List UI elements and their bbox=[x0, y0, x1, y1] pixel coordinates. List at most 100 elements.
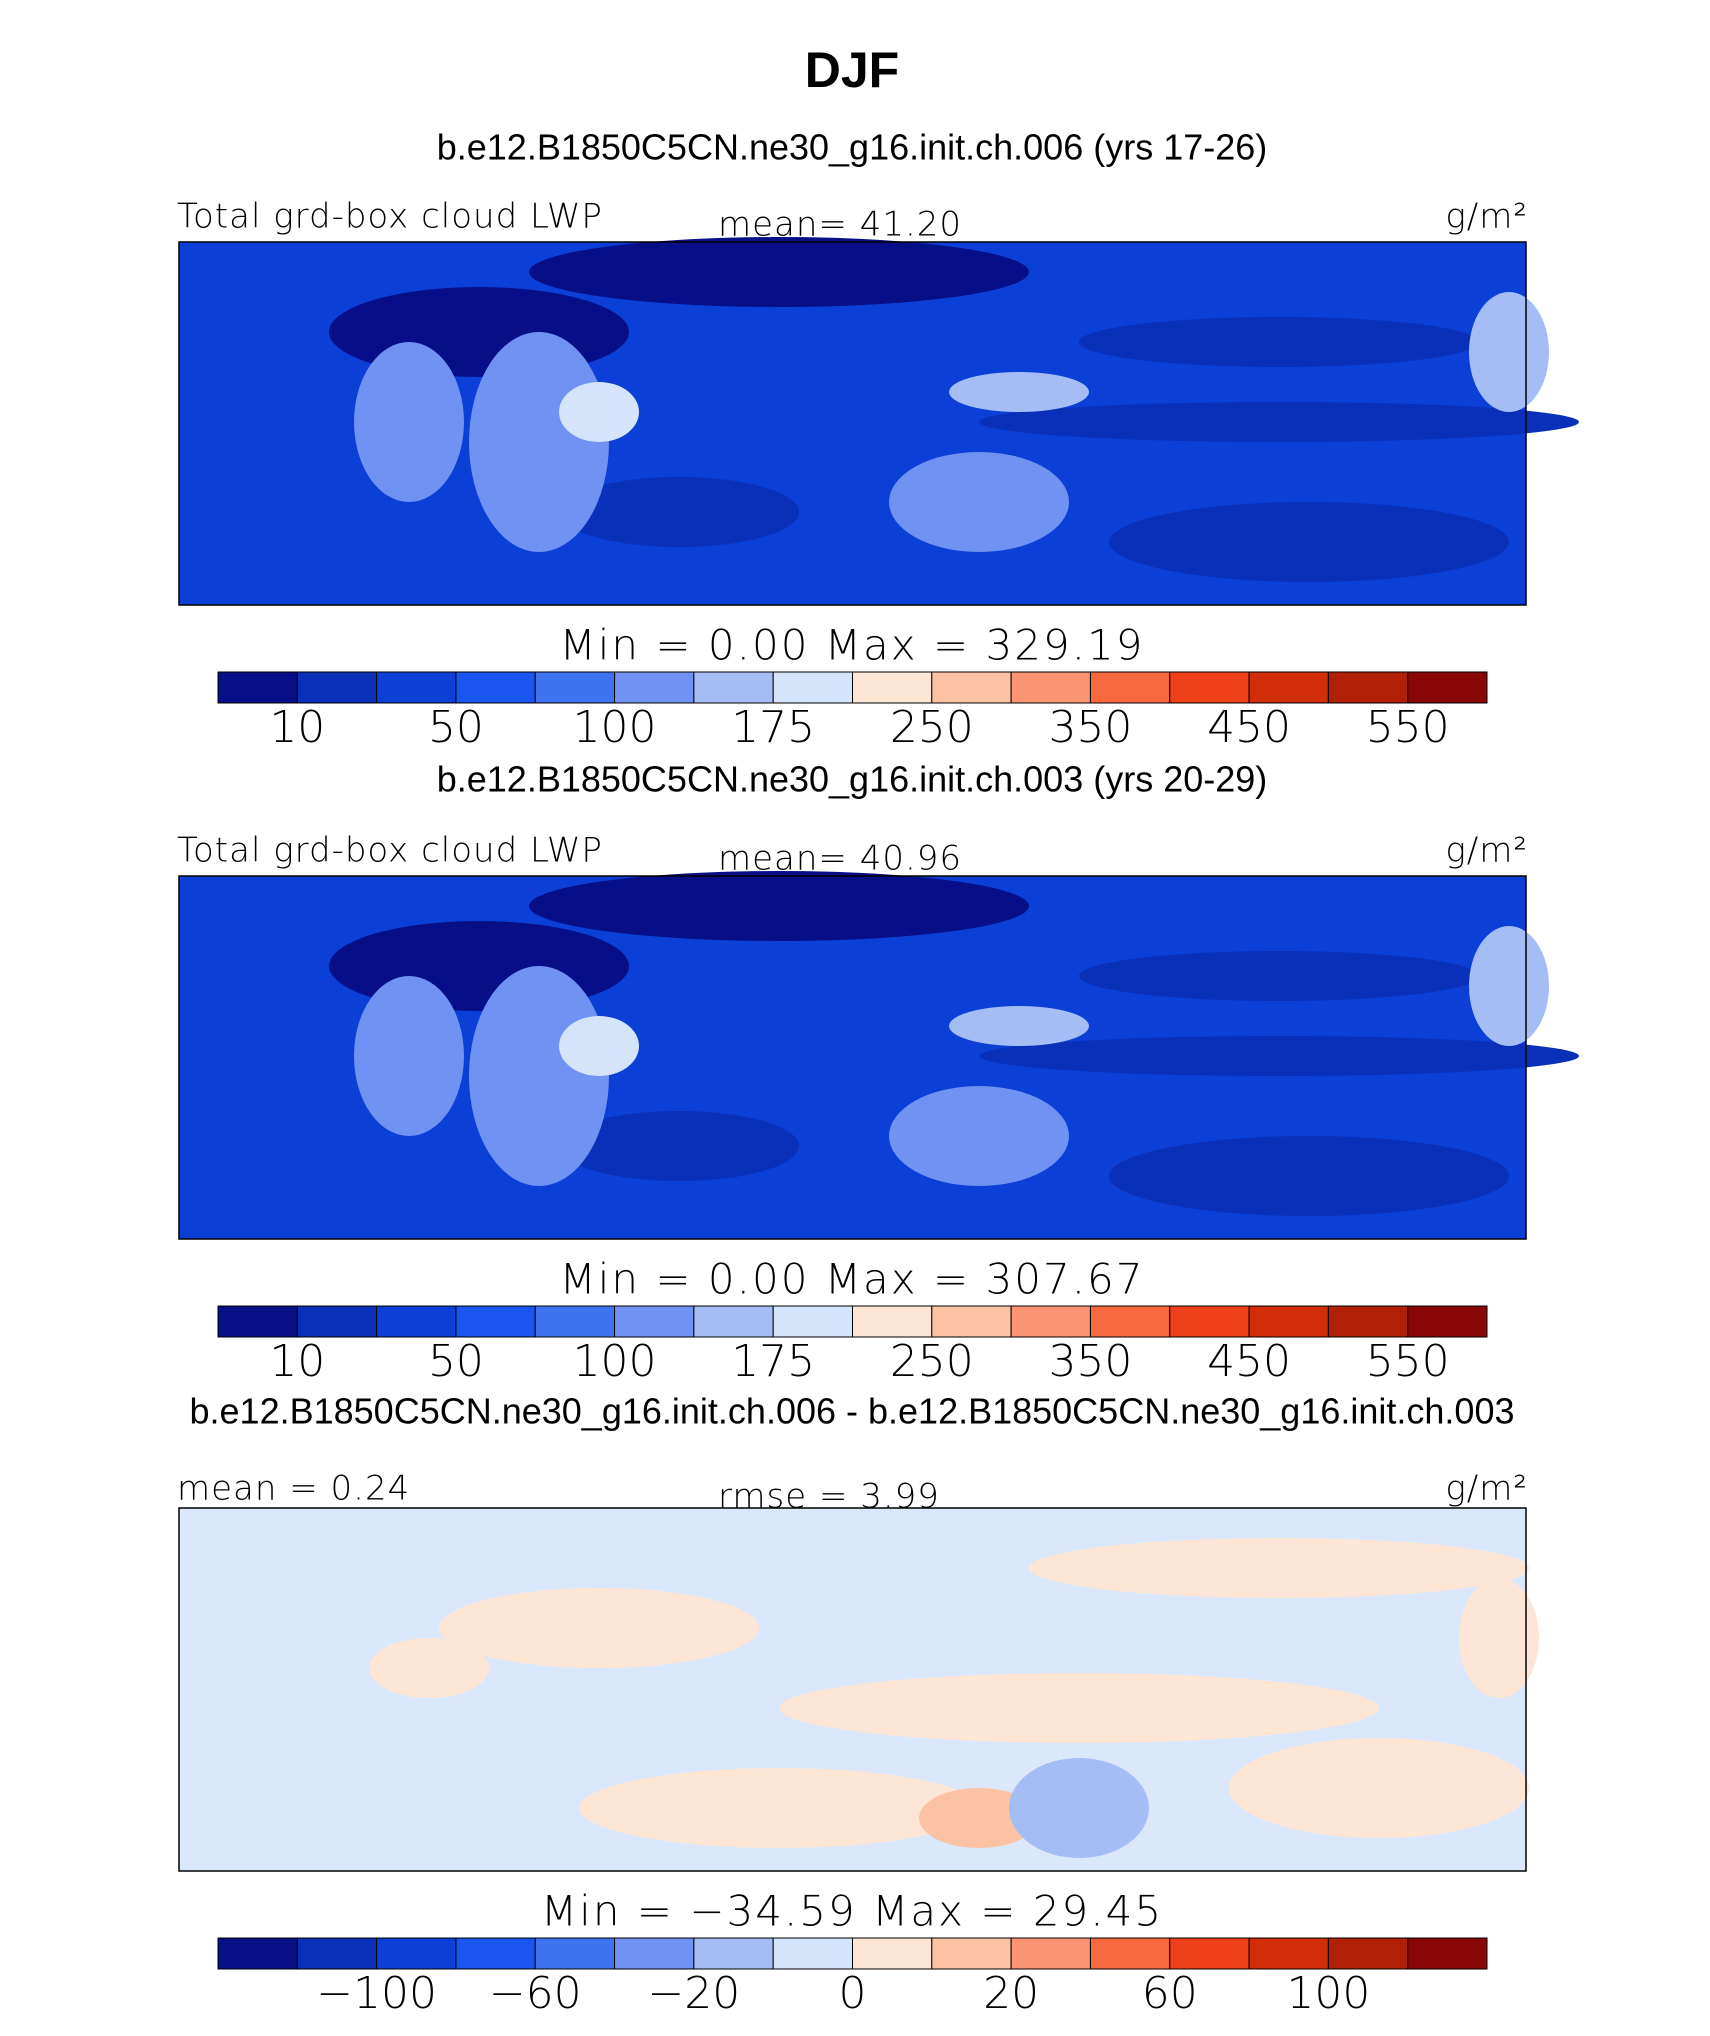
colorbar-box bbox=[217, 1305, 298, 1338]
colorbar-box bbox=[852, 1937, 933, 1970]
colorbar-label: −60 bbox=[489, 1968, 582, 2019]
map-region bbox=[559, 1111, 799, 1181]
colorbar-label: 100 bbox=[1286, 1968, 1370, 2019]
colorbar-box bbox=[931, 671, 1012, 704]
colorbar-box bbox=[455, 1305, 536, 1338]
map-region bbox=[559, 477, 799, 547]
colorbar-label: −20 bbox=[647, 1968, 740, 2019]
colorbar-box bbox=[1248, 671, 1329, 704]
map-region bbox=[559, 1016, 639, 1076]
colorbar-label: 550 bbox=[1366, 702, 1450, 753]
colorbar-box bbox=[1010, 1937, 1091, 1970]
colorbar-label: 0 bbox=[839, 1968, 867, 2019]
colorbar-box bbox=[1248, 1305, 1329, 1338]
colorbar-label: 20 bbox=[983, 1968, 1039, 2019]
colorbar-box bbox=[614, 1937, 695, 1970]
colorbar-box bbox=[1327, 671, 1409, 704]
map-region bbox=[889, 1086, 1069, 1186]
panel-left-label: Total grd-box cloud LWP bbox=[177, 831, 603, 871]
colorbar-label: 350 bbox=[1048, 702, 1132, 753]
colorbar-box bbox=[1010, 1305, 1091, 1338]
map-region bbox=[949, 372, 1089, 412]
map-region bbox=[579, 1768, 979, 1848]
colorbar-label: 175 bbox=[731, 702, 815, 753]
colorbar-box bbox=[614, 671, 695, 704]
map-region bbox=[354, 976, 464, 1136]
colorbar-label: 450 bbox=[1207, 1336, 1291, 1387]
colorbar-label: 450 bbox=[1207, 702, 1291, 753]
map-frame bbox=[178, 241, 1527, 606]
map bbox=[178, 237, 1579, 606]
panel-units: g/m² bbox=[1445, 1469, 1528, 1509]
colorbar-box bbox=[693, 1305, 774, 1338]
map-region bbox=[889, 452, 1069, 552]
colorbar-box bbox=[931, 1937, 1012, 1970]
map-region bbox=[949, 1006, 1089, 1046]
map-region bbox=[469, 966, 609, 1186]
colorbar-box bbox=[931, 1305, 1012, 1338]
colorbar-label: 50 bbox=[428, 1336, 484, 1387]
colorbar-box bbox=[296, 671, 378, 704]
panel-units: g/m² bbox=[1445, 831, 1528, 871]
colorbar-box bbox=[455, 1937, 536, 1970]
colorbar-box bbox=[1248, 1937, 1329, 1970]
colorbar-label: 550 bbox=[1366, 1336, 1450, 1387]
map-region bbox=[1029, 1538, 1529, 1598]
colorbar-box bbox=[614, 1305, 695, 1338]
colorbar-label: 175 bbox=[731, 1336, 815, 1387]
colorbar-label: −100 bbox=[316, 1968, 437, 2019]
colorbar-box bbox=[1169, 1937, 1250, 1970]
colorbar-box bbox=[217, 1937, 298, 1970]
colorbar-label: 60 bbox=[1142, 1968, 1198, 2019]
figure-title: DJF bbox=[805, 42, 899, 98]
map-region bbox=[1469, 926, 1549, 1046]
colorbar-label: 100 bbox=[573, 702, 657, 753]
map-region bbox=[469, 332, 609, 552]
colorbar-box bbox=[376, 1937, 457, 1970]
colorbar-box bbox=[1010, 671, 1091, 704]
colorbar-box bbox=[376, 671, 457, 704]
min-max: Min = 0.00 Max = 329.19 bbox=[560, 621, 1145, 670]
panel-subtitle: b.e12.B1850C5CN.ne30_g16.init.ch.006 (yr… bbox=[437, 127, 1268, 168]
colorbar-label: 100 bbox=[573, 1336, 657, 1387]
map-region bbox=[1469, 292, 1549, 412]
map-region bbox=[979, 1036, 1579, 1076]
colorbar-box bbox=[455, 671, 536, 704]
min-max: Min = 0.00 Max = 307.67 bbox=[560, 1255, 1145, 1304]
colorbar-box bbox=[852, 671, 933, 704]
map-region bbox=[369, 1638, 489, 1698]
colorbar-box bbox=[693, 1937, 774, 1970]
map-frame bbox=[178, 875, 1527, 1240]
panel-subtitle: b.e12.B1850C5CN.ne30_g16.init.ch.006 - b… bbox=[190, 1391, 1515, 1432]
colorbar-label: 350 bbox=[1048, 1336, 1132, 1387]
colorbar-box bbox=[772, 1305, 853, 1338]
map-region bbox=[529, 871, 1029, 941]
panel-left-label: Total grd-box cloud LWP bbox=[177, 197, 603, 237]
colorbar-box bbox=[772, 1937, 853, 1970]
map-region bbox=[1079, 317, 1479, 367]
map-region bbox=[1459, 1578, 1539, 1698]
map-region bbox=[529, 237, 1029, 307]
colorbar-label: 50 bbox=[428, 702, 484, 753]
map-region bbox=[1109, 1136, 1509, 1216]
colorbar-box bbox=[1407, 671, 1488, 704]
min-max: Min = −34.59 Max = 29.45 bbox=[541, 1887, 1163, 1936]
map-frame bbox=[178, 1507, 1527, 1872]
colorbar-label: 250 bbox=[890, 1336, 974, 1387]
colorbar-box bbox=[1169, 1305, 1250, 1338]
map-region bbox=[354, 342, 464, 502]
panel-subtitle: b.e12.B1850C5CN.ne30_g16.init.ch.003 (yr… bbox=[437, 759, 1268, 800]
colorbar-box bbox=[296, 1937, 378, 1970]
colorbar-box bbox=[534, 671, 616, 704]
colorbar-label: 10 bbox=[269, 702, 325, 753]
colorbar-box bbox=[852, 1305, 933, 1338]
colorbar-box bbox=[1089, 1937, 1171, 1970]
colorbar-box bbox=[772, 671, 853, 704]
colorbar-box bbox=[1169, 671, 1250, 704]
colorbar-box bbox=[376, 1305, 457, 1338]
colorbar-box bbox=[1327, 1305, 1409, 1338]
panel-units: g/m² bbox=[1445, 197, 1528, 237]
map-region bbox=[439, 1588, 759, 1668]
colorbar-box bbox=[693, 671, 774, 704]
